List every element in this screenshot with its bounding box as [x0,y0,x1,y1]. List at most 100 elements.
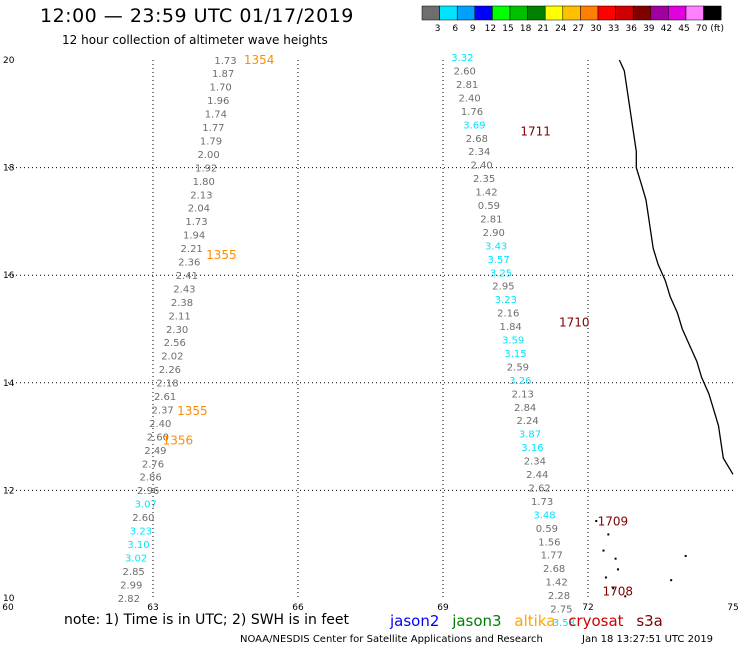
latitude-tick-label: 12 [3,486,14,496]
wave-height-value: 2.95 [492,282,514,293]
island-dot [684,554,687,557]
color-tick-label: 6 [452,24,458,34]
wave-height-value: 3.16 [521,443,543,454]
coastline [618,59,734,475]
latitude-tick-label: 20 [3,56,15,66]
color-tick-label: 24 [555,24,567,34]
pass-time-label: 1355 [206,248,237,262]
color-tick-label: 18 [520,24,532,34]
color-scale-bar: 3 6 9 12 15 18 21 24 27 30 33 36 39 42 45 70 (ft) [421,5,724,34]
wave-height-value: 1.77 [202,123,224,134]
satellite-legend: jason2 jason3 altika cryosat s3a [390,612,671,630]
pass-time-label: 1354 [244,53,275,67]
color-tick-label: 12 [485,24,496,34]
pass-time-label: 1711 [520,124,551,138]
wave-height-value: 1.42 [475,188,497,199]
legend-jason3: jason3 [452,612,502,630]
wave-height-value: 2.13 [512,389,534,400]
wave-height-value: 3.69 [463,120,485,131]
wave-height-value: 1.96 [207,96,229,107]
wave-height-value: 3.23 [495,295,517,306]
wave-height-value: 2.16 [497,309,519,320]
wave-height-value: 1.56 [538,537,560,548]
wave-height-value: 1.70 [210,83,232,94]
wave-height-value: 2.37 [152,405,174,416]
wave-height-value: 1.84 [500,322,522,333]
wave-height-value: 2.26 [159,365,181,376]
wave-height-value: 2.60 [132,513,154,524]
wave-height-value: 2.81 [456,80,478,91]
island-dot [670,579,673,582]
longitude-tick-label: 75 [727,603,738,613]
wave-height-value: 1.94 [183,231,205,242]
pass-time-label: 1356 [163,434,194,448]
longitude-tick-label: 69 [437,603,449,613]
color-tick-label: 30 [590,24,602,34]
wave-height-value: 1.87 [212,69,234,80]
wave-height-value: 3.23 [130,527,152,538]
wave-height-value: 2.60 [147,432,169,443]
wave-height-value: 2.59 [507,362,529,373]
wave-height-value: 2.68 [543,564,565,575]
wave-height-value: 2.35 [473,174,495,185]
wave-height-value: 2.02 [161,352,183,363]
island-dot [604,576,607,579]
wave-height-value: 2.43 [173,284,195,295]
color-tick-label: 21 [537,24,548,34]
wave-height-value: 2.38 [171,298,193,309]
wave-height-value: 2.56 [164,338,186,349]
wave-height-value: 1.42 [545,578,567,589]
map-subtitle: 12 hour collection of altimeter wave hei… [62,33,328,47]
wave-height-value: 2.34 [468,147,490,158]
wave-height-value: 0.59 [536,524,558,535]
color-tick-label: 42 [661,24,672,34]
latitude-tick-label: 14 [3,379,15,389]
wave-height-value: 2.21 [181,244,203,255]
wave-height-value: 3.87 [519,430,541,441]
wave-height-value: 3.02 [125,553,147,564]
longitude-tick-label: 72 [582,603,593,613]
wave-height-value: 2.11 [168,311,190,322]
island-dot [602,549,605,552]
wave-height-value: 2.75 [550,605,572,616]
wave-height-value: 2.30 [166,325,188,336]
credit-line: NOAA/NESDIS Center for Satellite Applica… [240,634,543,645]
longitude-tick-label: 60 [2,603,14,613]
wave-height-value: 2.00 [197,150,219,161]
wave-height-value: 2.96 [137,486,159,497]
wave-height-value: 2.68 [466,134,488,145]
color-tick-label: 39 [643,24,655,34]
generated-timestamp: Jan 18 13:27:51 UTC 2019 [582,634,714,645]
latitude-tick-label: 18 [3,164,15,174]
color-tick-label: 27 [573,24,584,34]
wave-height-value: 2.99 [120,580,142,591]
wave-height-value: 1.77 [541,551,563,562]
footnote: note: 1) Time is in UTC; 2) SWH is in fe… [64,612,350,628]
color-tick-label: 9 [470,24,476,34]
wave-height-value: 1.73 [214,56,236,67]
pass-time-label: 1709 [598,514,629,528]
wave-height-value: 2.13 [190,190,212,201]
color-units-label: (ft) [710,24,724,34]
wave-height-value: 3.58 [553,618,575,629]
color-tick-label: 45 [678,24,689,34]
wave-height-value: 3.57 [487,255,509,266]
wave-height-value: 2.61 [154,392,176,403]
wave-height-value: 2.60 [454,67,476,78]
wave-height-value: 2.84 [514,403,536,414]
color-tick-label: 36 [625,24,637,34]
latitude-tick-label: 10 [3,594,15,604]
color-tick-label: 33 [608,24,619,34]
wave-height-value: 2.34 [524,457,546,468]
legend-altika: altika [514,612,556,630]
wave-height-value: 3.48 [533,510,555,521]
longitude-tick-label: 66 [292,603,304,613]
wave-height-value: 2.04 [188,204,210,215]
wave-height-value: 1.79 [200,136,222,147]
wave-height-value: 2.81 [480,214,502,225]
wave-height-value: 3.59 [502,336,524,347]
island-dot [624,595,627,598]
latitude-tick-label: 16 [3,271,15,281]
color-tick-label: 15 [502,24,513,34]
